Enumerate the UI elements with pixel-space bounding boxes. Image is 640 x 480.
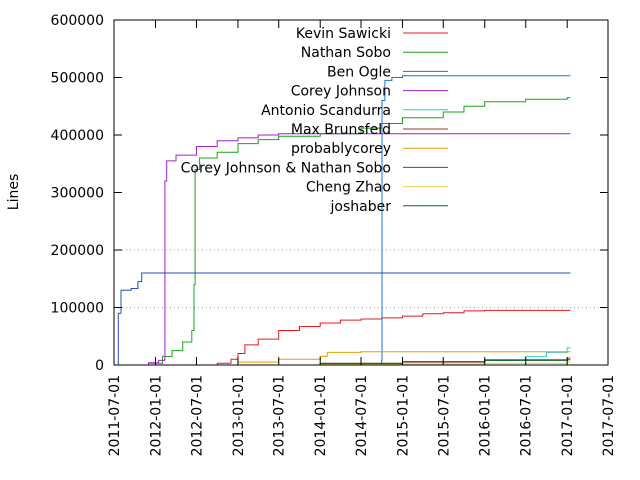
axes (113, 19, 609, 366)
x-tick-label: 2017-07-01 (601, 375, 617, 456)
x-tick-label: 2016-07-01 (519, 375, 535, 456)
x-tick-label: 2017-01-01 (560, 375, 576, 456)
y-tick-label: 600000 (51, 13, 104, 29)
y-tick-label: 200000 (51, 243, 104, 259)
x-tick-label: 2013-01-01 (231, 375, 247, 456)
y-tick-label: 400000 (51, 128, 104, 144)
series-lines (117, 75, 571, 366)
tick-labels: 0 100000 200000 300000 400000 500000 600000 201… (51, 13, 617, 456)
legend-label: Corey Johnson (291, 84, 391, 100)
series-line-3 (134, 133, 571, 366)
x-tick-label: 2015-01-01 (395, 375, 411, 456)
legend-label: Cheng Zhao (306, 180, 391, 196)
x-tick-label: 2012-01-01 (148, 375, 164, 456)
legend-label: Max Brunsfeld (291, 122, 391, 138)
y-tick-label: 500000 (51, 71, 104, 87)
x-tick-label: 2014-07-01 (354, 375, 370, 456)
legend: Kevin Sawicki Nathan Sobo Ben Ogle Corey Jo… (181, 26, 448, 215)
legend-label: Ben Ogle (327, 64, 391, 80)
y-axis-label: Lines (6, 174, 22, 210)
legend-label: joshaber (330, 199, 392, 215)
series-line-7 (117, 272, 571, 366)
legend-label: Kevin Sawicki (296, 26, 391, 42)
legend-label: Corey Johnson & Nathan Sobo (181, 160, 391, 176)
series-line-0 (199, 309, 571, 366)
series-line-2 (379, 75, 571, 366)
x-tick-label: 2016-01-01 (478, 375, 494, 456)
legend-label: Antonio Scandurra (261, 103, 391, 119)
x-tick-label: 2015-07-01 (436, 375, 452, 456)
x-tick-label: 2013-07-01 (272, 375, 288, 456)
y-tick-label: 300000 (51, 186, 104, 202)
x-tick-label: 2014-01-01 (313, 375, 329, 456)
y-tick-label: 100000 (51, 301, 104, 317)
x-tick-label: 2012-07-01 (189, 375, 205, 456)
y-tick-label: 0 (95, 358, 104, 374)
legend-label: probablycorey (291, 141, 391, 157)
grid-lines (114, 249, 608, 308)
series-line-1 (131, 97, 571, 366)
x-tick-label: 2011-07-01 (107, 375, 123, 456)
legend-label: Nathan Sobo (301, 45, 391, 61)
